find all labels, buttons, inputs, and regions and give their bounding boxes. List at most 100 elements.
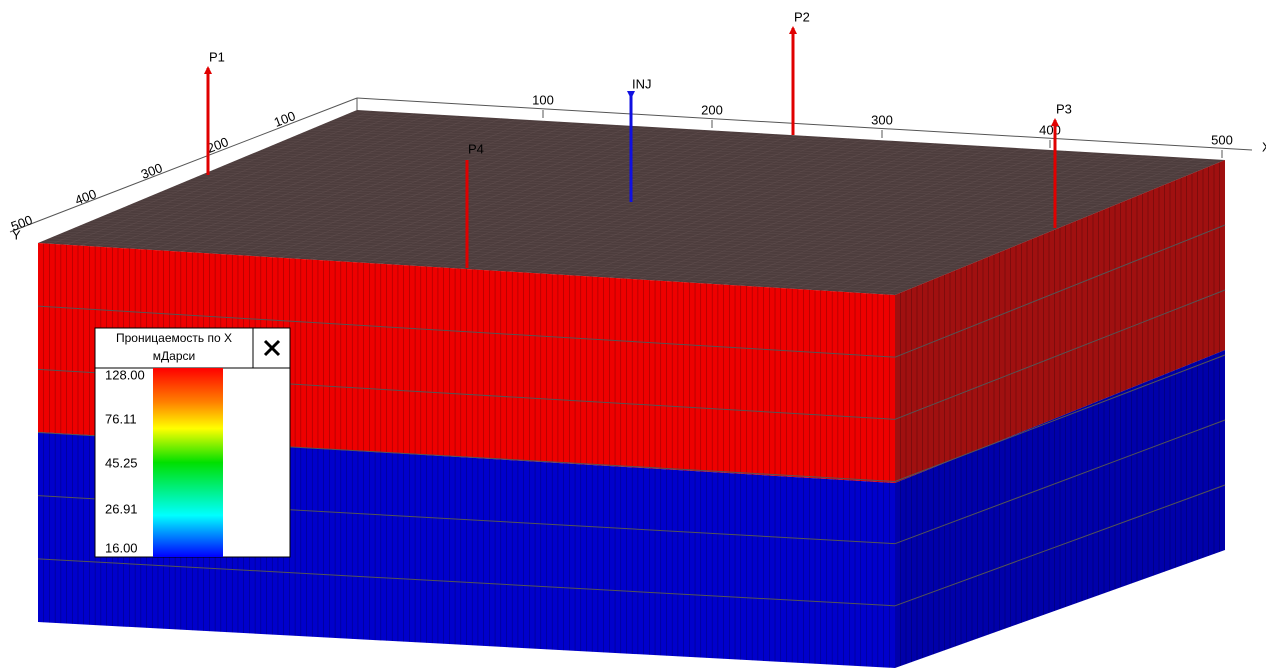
x-axis-label: X — [1262, 139, 1266, 154]
layer-edge — [37, 558, 896, 607]
legend-label: 128.00 — [105, 367, 145, 382]
cell-edge — [335, 118, 1204, 170]
cell-edge — [144, 198, 1006, 251]
cell-edge — [366, 128, 690, 264]
cell-edge — [218, 167, 1083, 219]
cell-edge — [176, 185, 1039, 237]
cell-edge — [303, 131, 1171, 183]
cell-edge — [123, 114, 444, 249]
cell-edge — [309, 129, 1176, 181]
close-icon[interactable] — [263, 339, 281, 357]
top-face — [38, 110, 1225, 295]
cell-edge — [351, 111, 1220, 163]
cell-edge — [452, 133, 777, 269]
layer-edge — [894, 224, 1226, 358]
cell-edge — [160, 191, 1022, 244]
well: P3 — [1051, 101, 1072, 228]
cell-edge — [437, 133, 763, 268]
layer-edge — [894, 419, 1226, 545]
well-label: P3 — [1056, 101, 1072, 116]
y-axis-line — [9, 97, 358, 233]
cell-edge — [52, 110, 372, 245]
cell-edge — [723, 149, 1052, 285]
color-ramp — [153, 368, 223, 557]
layer-edge — [894, 484, 1226, 607]
layer-edge — [37, 305, 896, 358]
cell-edge — [277, 143, 1143, 194]
cell-edge — [309, 125, 632, 260]
cell-edge — [880, 158, 1211, 295]
cell-edge — [266, 123, 589, 258]
cell-edge — [266, 147, 1132, 199]
cell-edge — [252, 122, 575, 257]
cell-edge — [234, 160, 1099, 212]
cell-edge — [694, 148, 1023, 284]
side-red-layer — [895, 160, 1225, 483]
cell-edge — [139, 200, 1000, 253]
cell-edge — [466, 134, 792, 270]
cell-edge — [680, 147, 1009, 283]
cell-edge — [107, 213, 967, 266]
well-label: P4 — [468, 141, 484, 156]
cell-edge — [794, 153, 1124, 290]
cell-edge — [165, 189, 1028, 242]
x-tick-label: 300 — [871, 112, 893, 127]
cell-edge — [666, 146, 994, 282]
cell-edge — [166, 117, 488, 252]
cell-edge — [319, 125, 1187, 176]
cell-edge — [637, 144, 965, 280]
cell-edge — [117, 209, 978, 262]
layer-edge — [894, 354, 1226, 482]
cell-edge — [341, 116, 1209, 167]
y-tick-label: 200 — [205, 134, 231, 156]
legend-title: Проницаемость по X — [116, 331, 232, 345]
well-head — [204, 66, 212, 74]
cell-edge — [195, 118, 517, 253]
side-blue-layer — [895, 350, 1225, 668]
cell-edge — [59, 233, 918, 287]
cell-edge — [80, 225, 940, 278]
cell-edge — [149, 196, 1011, 248]
cell-edge — [325, 123, 1193, 174]
close-button[interactable] — [254, 329, 289, 367]
well-label: INJ — [632, 76, 652, 91]
cell-edge — [261, 149, 1127, 201]
cell-edge — [323, 126, 647, 261]
legend-label: 45.25 — [105, 455, 138, 470]
cell-edge — [53, 236, 912, 289]
cell-edge — [69, 229, 929, 282]
cell-edge — [255, 151, 1121, 203]
cell-edge — [766, 152, 1095, 288]
cell-edge — [509, 137, 835, 272]
cell-edge — [237, 121, 560, 256]
cell-edge — [652, 145, 980, 281]
cell-edge — [552, 139, 878, 275]
cell-edge — [112, 211, 973, 264]
cell-edge — [837, 156, 1168, 292]
cell-edge — [737, 150, 1066, 286]
cell-edge — [229, 162, 1094, 215]
well-label: P1 — [209, 49, 225, 64]
grid-block — [37, 110, 1226, 668]
well: P2 — [789, 9, 810, 135]
cell-edge — [580, 141, 907, 277]
x-tick-label: 500 — [1211, 132, 1233, 147]
cell-edge — [623, 143, 951, 279]
cell-edge — [823, 155, 1153, 291]
cell-edge — [866, 158, 1197, 294]
cell-edge — [202, 174, 1066, 226]
color-legend: Проницаемость по X мДарси 128.00 76.11 45.… — [94, 327, 291, 558]
cell-edge — [282, 140, 1149, 192]
cell-edge — [293, 136, 1160, 188]
cell-edge — [809, 154, 1139, 291]
legend-label: 76.11 — [105, 411, 137, 426]
y-tick-label: 300 — [139, 160, 165, 182]
cell-edge — [197, 176, 1061, 228]
cell-edge — [66, 111, 387, 245]
x-tick-label: 100 — [532, 92, 554, 107]
cell-edge — [170, 187, 1033, 239]
cell-edge — [280, 123, 604, 258]
legend-label: 26.91 — [105, 501, 138, 516]
cell-edge — [85, 222, 945, 275]
